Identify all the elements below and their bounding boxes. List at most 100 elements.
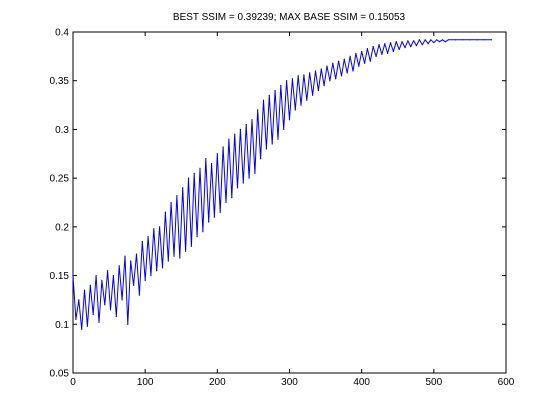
data-point (491, 39, 493, 41)
data-point (260, 158, 262, 160)
data-point (398, 48, 400, 51)
data-point (384, 43, 386, 45)
data-point (95, 275, 97, 277)
data-point (124, 255, 126, 257)
data-point (364, 62, 366, 64)
data-point (462, 39, 464, 41)
data-point (185, 250, 187, 252)
data-point (476, 39, 478, 41)
data-point (283, 128, 285, 130)
data-point (436, 39, 438, 41)
data-point (309, 72, 311, 74)
data-point (288, 119, 291, 121)
y-tick-label: 0.1 (55, 320, 69, 331)
data-point (392, 50, 394, 53)
y-tick-label: 0.2 (55, 222, 69, 233)
data-point (89, 284, 91, 286)
data-point (234, 133, 236, 135)
data-point (199, 167, 201, 169)
data-point (176, 195, 178, 197)
data-point (349, 55, 351, 58)
data-points (72, 39, 493, 330)
data-point (202, 231, 204, 233)
data-point (340, 75, 343, 77)
y-tick-label: 0.15 (50, 271, 70, 282)
data-point (361, 50, 363, 53)
data-point (291, 78, 293, 80)
data-point (297, 75, 299, 77)
data-point (112, 275, 114, 277)
data-point (173, 255, 175, 257)
data-point (101, 279, 103, 281)
data-point (343, 58, 345, 60)
data-point (83, 289, 86, 291)
data-point (401, 41, 403, 43)
data-point (381, 53, 383, 56)
data-point (92, 313, 94, 316)
data-point (115, 315, 117, 318)
y-tick-label: 0.05 (50, 369, 70, 380)
data-point (138, 294, 140, 296)
data-point (164, 211, 166, 213)
data-point (404, 47, 406, 49)
data-point (447, 39, 449, 41)
data-point (104, 304, 106, 306)
data-point (167, 260, 169, 262)
data-point (216, 153, 218, 155)
x-tick-label: 0 (70, 377, 76, 388)
data-point (320, 68, 322, 70)
axes-box (72, 31, 507, 374)
data-point (159, 226, 161, 228)
data-point (271, 143, 273, 145)
data-point (262, 99, 265, 101)
data-point (483, 39, 485, 41)
data-point (352, 70, 354, 72)
data-point (121, 299, 123, 301)
data-point (133, 284, 135, 286)
data-point (387, 52, 389, 55)
data-point (130, 260, 132, 262)
data-point (127, 323, 129, 325)
x-tick-label: 400 (353, 377, 370, 388)
data-point (265, 148, 267, 150)
x-tick-label: 500 (425, 377, 442, 388)
data-point (372, 46, 374, 48)
data-point (338, 60, 340, 62)
data-point (369, 60, 371, 62)
data-point (228, 138, 230, 140)
data-point (326, 65, 328, 67)
data-point (277, 138, 279, 140)
data-point (415, 45, 418, 47)
data-point (441, 39, 444, 41)
data-point (239, 128, 241, 130)
data-point (211, 162, 213, 165)
data-point (424, 39, 426, 41)
data-point (418, 39, 420, 41)
data-point (213, 216, 215, 218)
data-point (433, 42, 435, 44)
data-point (78, 299, 80, 301)
data-point (109, 309, 112, 311)
data-point (303, 74, 305, 76)
data-point (147, 236, 149, 238)
data-point (439, 41, 441, 43)
data-point (107, 270, 109, 272)
data-point (81, 328, 83, 330)
data-point (358, 65, 360, 67)
data-point (187, 177, 190, 179)
data-point (430, 39, 432, 41)
data-point (251, 119, 253, 121)
data-point (219, 211, 221, 213)
x-tick-label: 100 (137, 377, 154, 388)
data-point (144, 279, 146, 281)
data-point (254, 172, 256, 174)
data-point (190, 245, 192, 247)
data-point (294, 109, 296, 111)
y-tick-label: 0.25 (50, 174, 70, 185)
data-point (332, 62, 334, 64)
data-point (156, 270, 158, 272)
data-point (118, 265, 120, 267)
data-point (245, 124, 247, 126)
data-point (335, 78, 337, 80)
x-tick-label: 600 (498, 377, 515, 388)
